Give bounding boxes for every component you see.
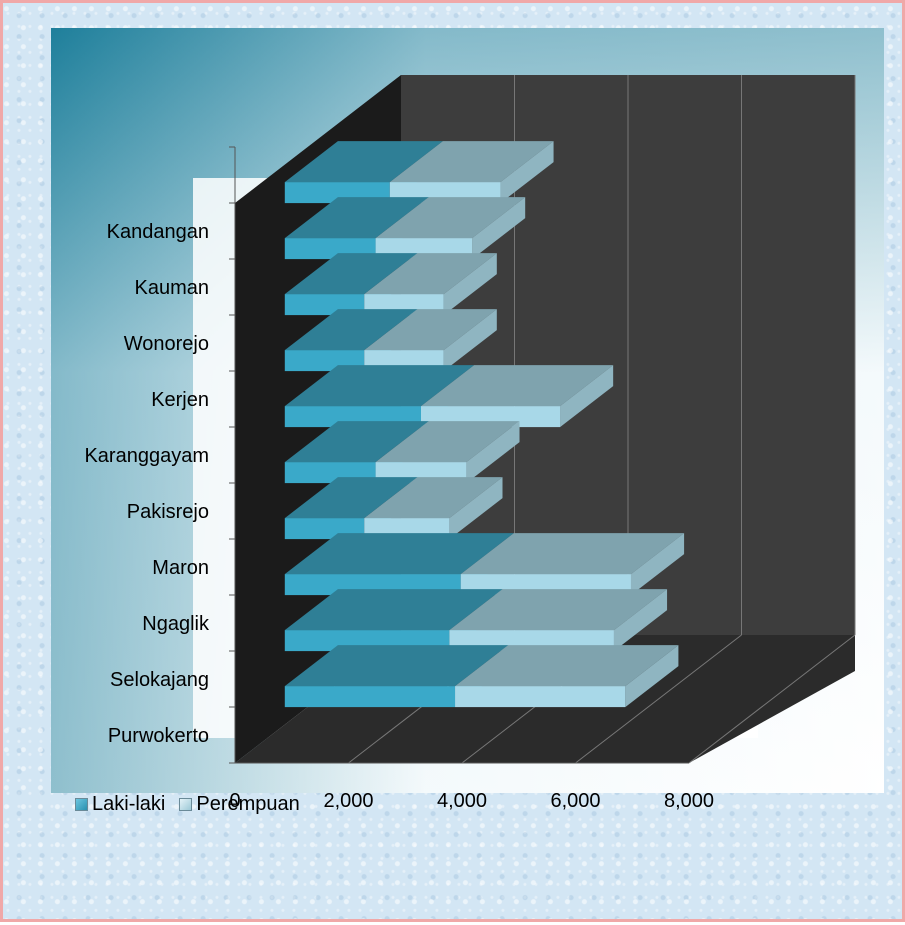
bar-maron-perempuan-side bbox=[449, 477, 503, 540]
legend-label-perempuan: Perempuan bbox=[196, 793, 300, 815]
legend-swatch-laki-laki bbox=[75, 798, 88, 811]
bar-purwokerto-perempuan-top bbox=[455, 645, 679, 687]
legend-label-laki-laki: Laki-laki bbox=[92, 793, 166, 815]
category-label-karanggayam-5: Karanggayam bbox=[84, 445, 209, 467]
x-tick-label-0: 0 bbox=[229, 790, 240, 812]
bar-selokajang-perempuan-side bbox=[613, 589, 668, 652]
x-tick-label-2: 4,000 bbox=[437, 790, 487, 812]
bar-purwokerto-perempuan-side bbox=[625, 645, 679, 708]
bar-pakisrejo-perempuan-side bbox=[466, 421, 520, 484]
legend-swatch-perempuan bbox=[179, 798, 193, 811]
bar-kandangan-perempuan-top bbox=[389, 141, 554, 183]
category-label-kerjen-6: Kerjen bbox=[151, 389, 209, 411]
bar-kerjen-laki-laki-top bbox=[284, 309, 418, 351]
bar-kandangan-laki-laki-top bbox=[284, 141, 443, 183]
x-tick-label-4: 8,000 bbox=[664, 790, 714, 812]
category-label-kandangan-9: Kandangan bbox=[107, 221, 209, 243]
bar-purwokerto-perempuan bbox=[455, 686, 626, 708]
x-tick-label-1: 2,000 bbox=[323, 790, 373, 812]
legend-item-perempuan: Perempuan bbox=[179, 793, 300, 816]
category-label-kauman-8: Kauman bbox=[135, 277, 210, 299]
bar-ngaglik-perempuan-top bbox=[460, 533, 685, 575]
bar-pakisrejo-perempuan-top bbox=[375, 421, 520, 463]
bar-kauman-laki-laki-top bbox=[284, 197, 429, 239]
category-label-purwokerto-0: Purwokerto bbox=[108, 725, 209, 747]
bar-kandangan-perempuan-side bbox=[500, 141, 554, 204]
bar-ngaglik-perempuan-side bbox=[630, 533, 685, 596]
bar-selokajang-laki-laki-top bbox=[284, 589, 503, 631]
bar-wonorejo-laki-laki-top bbox=[284, 253, 418, 295]
bar-selokajang-perempuan-top bbox=[449, 589, 668, 631]
category-label-pakisrejo-4: Pakisrejo bbox=[127, 501, 209, 523]
bar-karanggayam-perempuan-top bbox=[421, 365, 614, 407]
legend: Laki-laki Perempuan bbox=[75, 793, 314, 816]
bars bbox=[284, 141, 685, 708]
bar-maron-perempuan-top bbox=[364, 477, 503, 519]
bar-kauman-perempuan-side bbox=[472, 197, 526, 260]
floor-gridline-4 bbox=[688, 634, 856, 764]
bar-purwokerto-laki-laki-top bbox=[284, 645, 509, 687]
floor-gridline-3 bbox=[575, 634, 742, 764]
category-label-wonorejo-7: Wonorejo bbox=[124, 333, 209, 355]
bar-karanggayam-laki-laki-top bbox=[284, 365, 475, 407]
category-label-selokajang-1: Selokajang bbox=[110, 669, 209, 691]
bar-wonorejo-perempuan-top bbox=[364, 253, 497, 295]
bar-purwokerto-laki-laki bbox=[284, 686, 456, 708]
bar-pakisrejo-laki-laki-top bbox=[284, 421, 429, 463]
axis-labels: 0 2,000 4,000 6,000 8,000 Purwokerto Selokajan… bbox=[84, 221, 714, 812]
chart-area: 0 2,000 4,000 6,000 8,000 Purwokerto Selokajan… bbox=[51, 28, 884, 812]
bar-kauman-perempuan-top bbox=[375, 197, 526, 239]
bar-karanggayam-perempuan-side bbox=[560, 365, 614, 428]
bar-ngaglik-laki-laki-top bbox=[284, 533, 514, 575]
bar-kerjen-perempuan-side bbox=[443, 309, 497, 372]
category-label-maron-3: Maron bbox=[152, 557, 209, 579]
category-tick-marks bbox=[229, 146, 236, 764]
category-label-ngaglik-2: Ngaglik bbox=[142, 613, 210, 635]
bar-kerjen-perempuan-top bbox=[364, 309, 497, 351]
bar-maron-laki-laki-top bbox=[284, 477, 418, 519]
x-tick-label-3: 6,000 bbox=[550, 790, 600, 812]
legend-item-laki-laki: Laki-laki bbox=[75, 793, 165, 816]
bar-wonorejo-perempuan-side bbox=[443, 253, 497, 316]
